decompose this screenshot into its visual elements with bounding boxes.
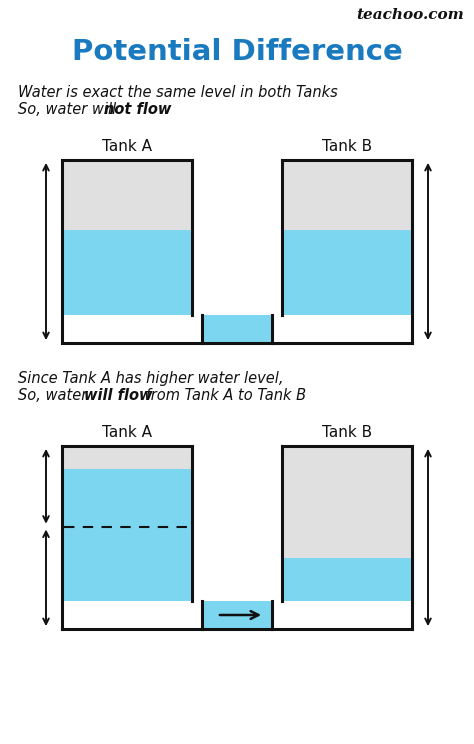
Text: teachoo.com: teachoo.com (356, 8, 464, 22)
Text: from Tank A to Tank B: from Tank A to Tank B (141, 388, 306, 403)
Bar (202, 315, 272, 343)
Text: Tank A: Tank A (102, 139, 152, 154)
Text: Tank B: Tank B (322, 425, 372, 440)
Text: Tank A: Tank A (102, 425, 152, 440)
Text: not flow: not flow (104, 102, 172, 117)
Text: will flow: will flow (84, 388, 153, 403)
Text: So, water: So, water (18, 388, 92, 403)
Text: Potential Difference: Potential Difference (72, 38, 402, 66)
Bar (282, 160, 412, 230)
Bar (282, 557, 412, 601)
Bar (62, 446, 192, 469)
Text: Since Tank A has higher water level,: Since Tank A has higher water level, (18, 371, 283, 386)
Bar (282, 446, 412, 557)
Bar (282, 230, 412, 315)
Bar (62, 469, 192, 601)
Bar (62, 160, 192, 230)
Bar (202, 601, 272, 629)
Text: So, water will: So, water will (18, 102, 121, 117)
Text: Water is exact the same level in both Tanks: Water is exact the same level in both Ta… (18, 85, 338, 100)
Text: Tank B: Tank B (322, 139, 372, 154)
Bar (62, 230, 192, 315)
